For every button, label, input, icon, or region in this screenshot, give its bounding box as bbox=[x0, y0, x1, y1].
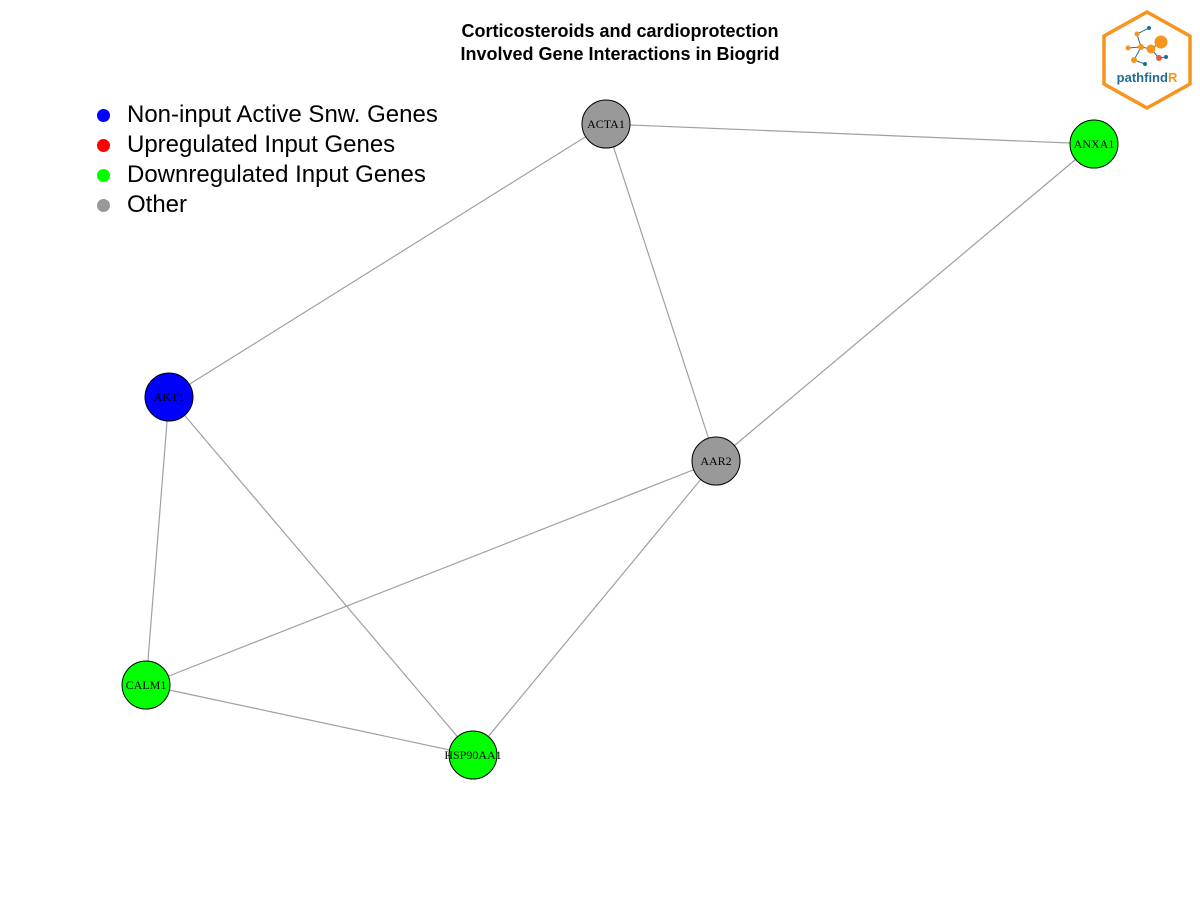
legend-dot-blue bbox=[97, 108, 110, 122]
node-hsp90aa1: HSP90AA1 bbox=[444, 730, 502, 780]
node-acta1: ACTA1 bbox=[581, 99, 631, 149]
edge-acta1-akt1 bbox=[168, 123, 607, 398]
node-circle bbox=[121, 660, 171, 710]
node-circle bbox=[691, 436, 741, 486]
node-circle bbox=[448, 730, 498, 780]
edge-layer bbox=[145, 123, 1095, 756]
legend-item-upregulated: Upregulated Input Genes bbox=[97, 130, 438, 160]
legend-dot-red bbox=[97, 138, 110, 152]
logo-hexagon bbox=[1102, 10, 1192, 110]
legend-dot-green bbox=[97, 168, 110, 182]
edge-akt1-hsp90aa1 bbox=[168, 396, 474, 756]
node-akt1: AKT1 bbox=[144, 372, 194, 422]
node-label: ACTA1 bbox=[587, 117, 625, 131]
logo-text: pathfindR bbox=[1117, 70, 1178, 85]
legend-item-other: Other bbox=[97, 190, 438, 220]
node-layer: ACTA1 ANXA1 AKT1 AAR2 CALM1 HSP90AA1 bbox=[121, 99, 1119, 780]
legend-label: Upregulated Input Genes bbox=[127, 131, 396, 158]
edge-acta1-anxa1 bbox=[605, 123, 1095, 145]
legend-label: Other bbox=[127, 191, 188, 218]
node-label: CALM1 bbox=[126, 678, 167, 692]
diagram-title: Corticosteroids and cardioprotection Inv… bbox=[0, 20, 1200, 66]
node-calm1: CALM1 bbox=[121, 660, 171, 710]
edge-acta1-aar2 bbox=[605, 123, 717, 462]
node-label: AAR2 bbox=[700, 454, 731, 468]
node-aar2: AAR2 bbox=[691, 436, 741, 486]
node-label: HSP90AA1 bbox=[444, 748, 501, 762]
edge-aar2-hsp90aa1 bbox=[472, 460, 717, 756]
node-circle bbox=[144, 372, 194, 422]
legend-dot-gray bbox=[97, 198, 110, 212]
edge-aar2-calm1 bbox=[145, 460, 717, 686]
node-circle bbox=[1069, 119, 1119, 169]
node-anxa1: ANXA1 bbox=[1069, 119, 1119, 169]
edge-calm1-hsp90aa1 bbox=[145, 684, 474, 756]
legend-label: Downregulated Input Genes bbox=[127, 161, 426, 188]
node-circle bbox=[581, 99, 631, 149]
legend-item-downregulated: Downregulated Input Genes bbox=[97, 160, 438, 190]
edge-akt1-calm1 bbox=[145, 396, 170, 686]
legend-item-non-input-active: Non-input Active Snw. Genes bbox=[97, 100, 438, 130]
title-line-1: Corticosteroids and cardioprotection bbox=[461, 21, 779, 41]
title-line-2: Involved Gene Interactions in Biogrid bbox=[460, 44, 780, 64]
logo-network-nodes bbox=[1125, 26, 1168, 66]
edge-anxa1-aar2 bbox=[715, 143, 1095, 462]
legend: Non-input Active Snw. Genes Upregulated … bbox=[97, 100, 438, 220]
node-label: AKT1 bbox=[154, 390, 185, 404]
legend-label: Non-input Active Snw. Genes bbox=[127, 101, 438, 128]
pathfindr-logo: pathfindR bbox=[1102, 10, 1192, 110]
node-label: ANXA1 bbox=[1074, 137, 1115, 151]
